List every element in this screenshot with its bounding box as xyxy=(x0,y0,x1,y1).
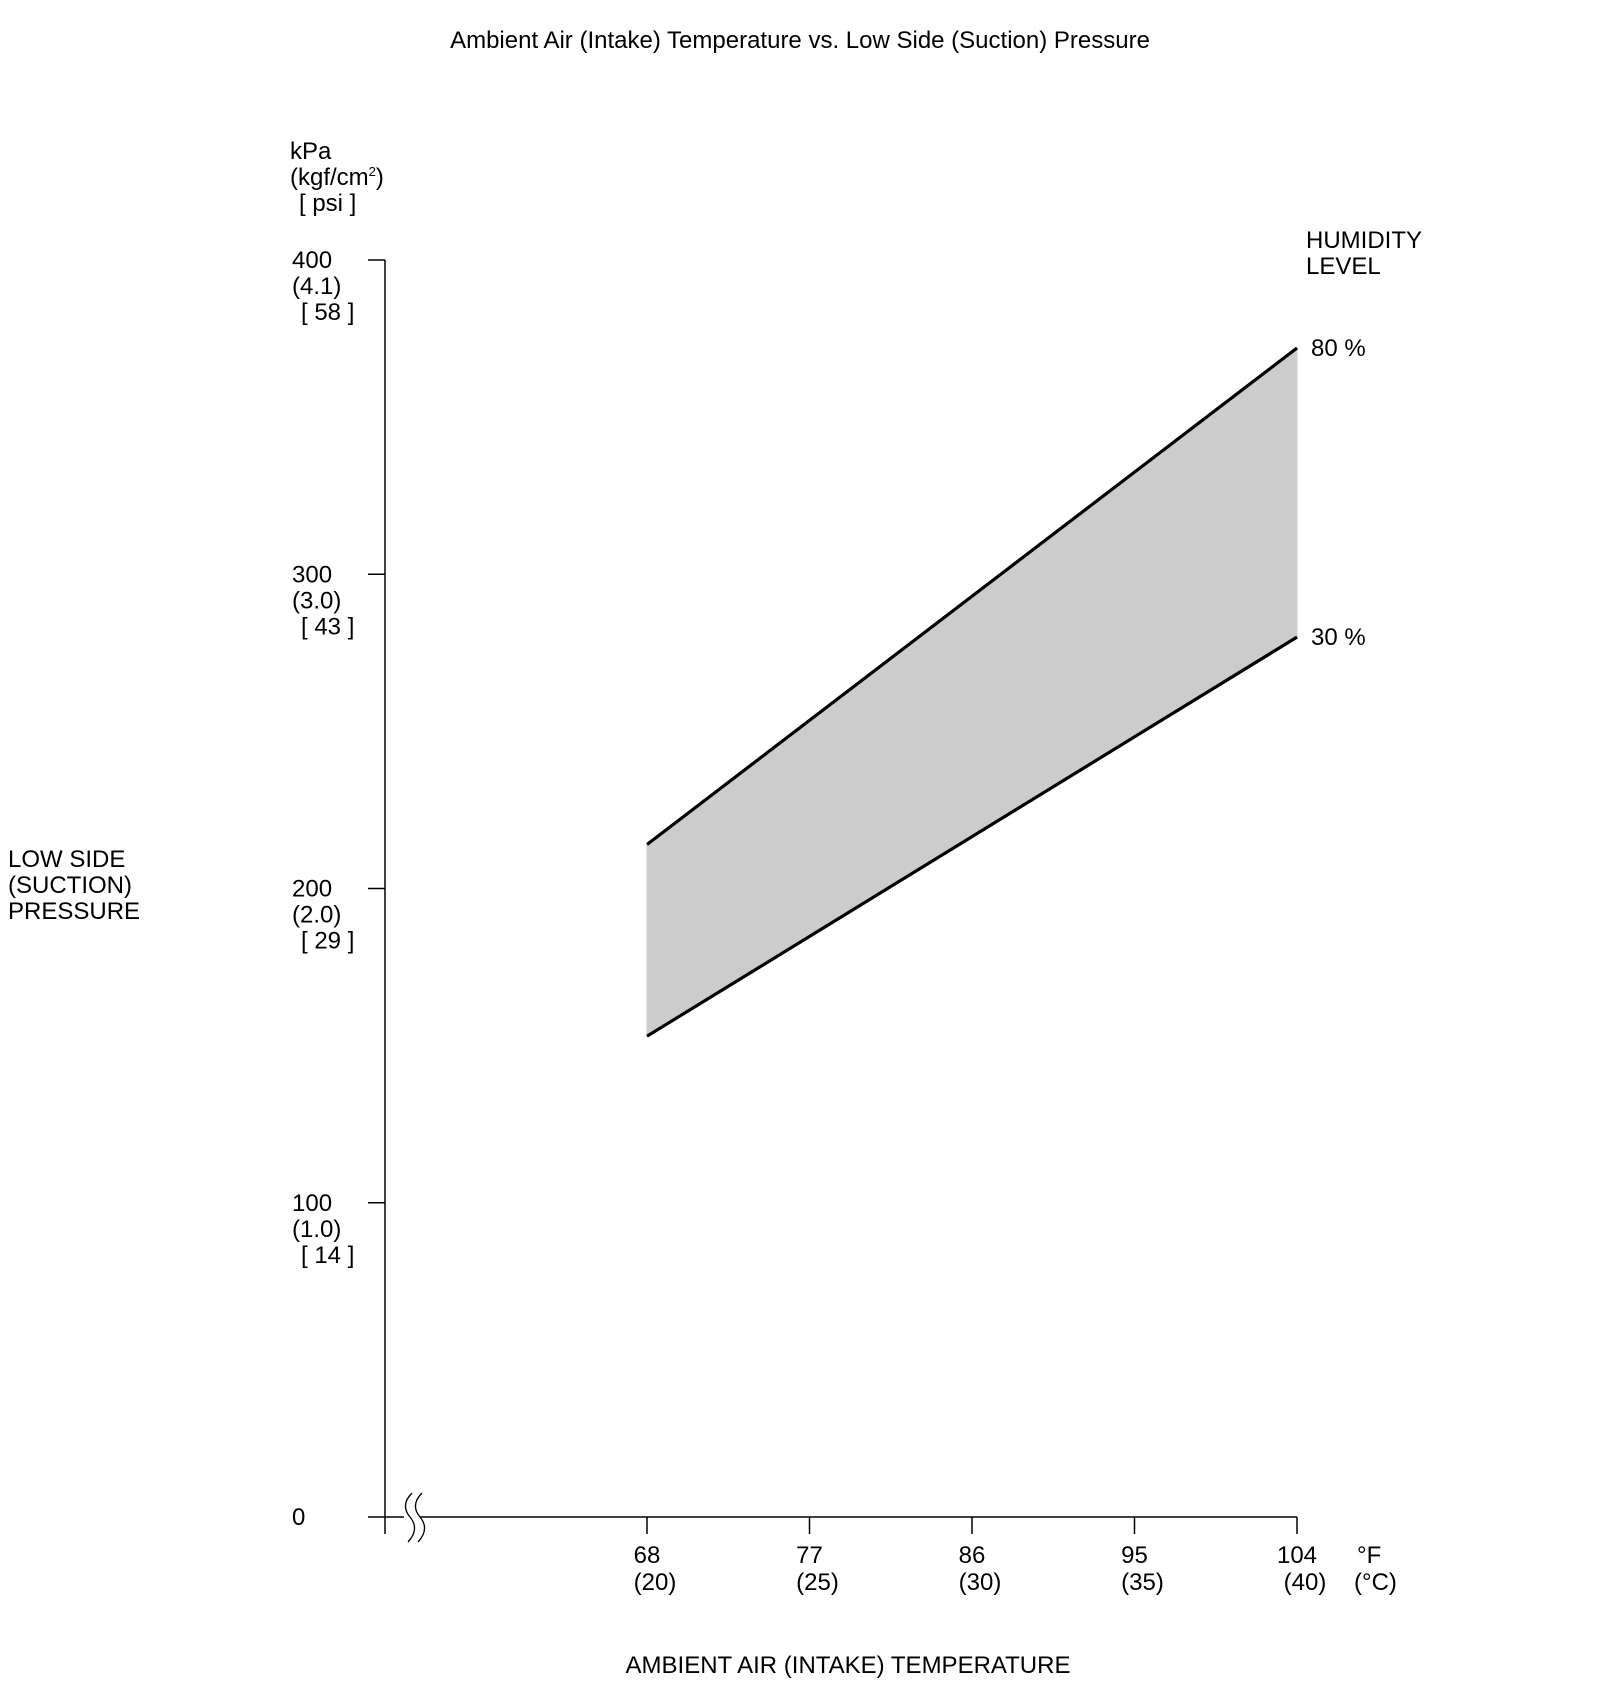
series-label-80pct: 80 % xyxy=(1311,335,1366,362)
y-tick-label: 100 (1.0)[ 14 ] xyxy=(292,1190,354,1269)
y-tick-label: 300 (3.0)[ 43 ] xyxy=(292,561,354,640)
y-axis-title: LOW SIDE (SUCTION) PRESSURE xyxy=(8,846,140,925)
y-tick-label: 200 (2.0)[ 29 ] xyxy=(292,876,354,955)
series-labels: 80 % 30 % xyxy=(1311,335,1366,651)
tick-labels: 0 100 (1.0)[ 14 ] 200 (2.0)[ 29 ] 300 (3.0)[ 4… xyxy=(292,247,1326,1596)
y-units-psi: [ psi ] xyxy=(299,190,356,217)
chart-title: Ambient Air (Intake) Temperature vs. Low… xyxy=(450,27,1150,54)
y-units-kpa: kPa xyxy=(290,138,332,165)
x-axis-title: AMBIENT AIR (INTAKE) TEMPERATURE xyxy=(626,1652,1071,1679)
y-tick-label: 400 (4.1)[ 58 ] xyxy=(292,247,354,326)
series-label-30pct: 30 % xyxy=(1311,624,1366,651)
y-units-label: kPa (kgf/cm2) [ psi ] xyxy=(290,138,391,217)
humidity-band-fill xyxy=(646,346,1298,1038)
legend-title: HUMIDITY LEVEL xyxy=(1306,227,1428,280)
humidity-band xyxy=(646,346,1298,1038)
axes xyxy=(368,259,1298,1543)
y-tick-label: 0 xyxy=(292,1504,305,1531)
x-tick-label: 104 (40) xyxy=(1277,1542,1326,1596)
x-tick-label: 86 (30) xyxy=(959,1542,1002,1596)
x-units-label: °F (°C) xyxy=(1354,1542,1397,1596)
series-line-30pct xyxy=(646,635,1298,1038)
legend: HUMIDITY LEVEL xyxy=(1306,227,1428,280)
x-tick-label: 68 (20) xyxy=(634,1542,677,1596)
y-units-superscript: 2 xyxy=(369,164,376,179)
y-units-kgf: (kgf/cm2) xyxy=(290,164,384,191)
series-line-80pct xyxy=(646,346,1298,846)
axis-break-mark xyxy=(404,1492,426,1543)
x-tick-label: 95 (35) xyxy=(1121,1542,1164,1596)
series-lines xyxy=(646,346,1298,1038)
x-tick-label: 77 (25) xyxy=(796,1542,839,1596)
